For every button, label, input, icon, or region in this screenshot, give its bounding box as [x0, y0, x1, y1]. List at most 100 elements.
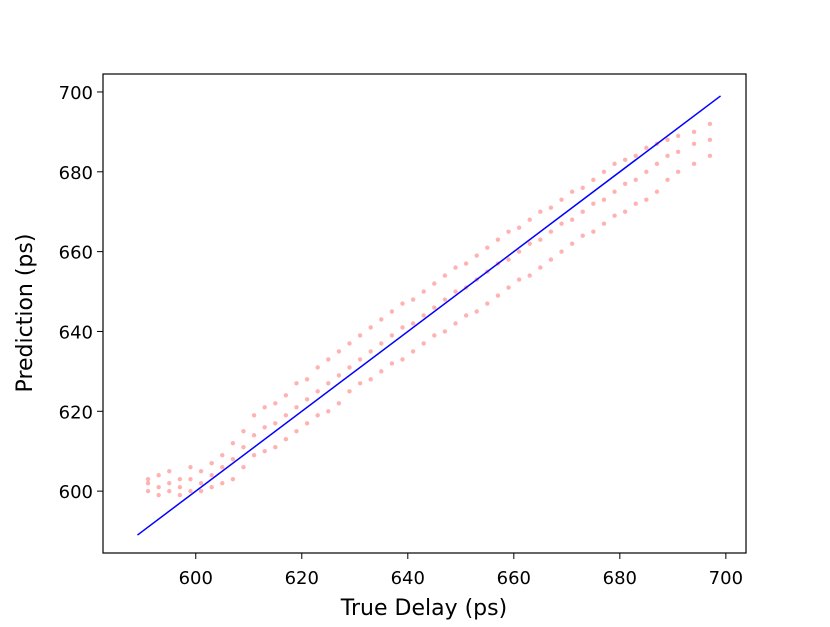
- point: [368, 325, 373, 330]
- point: [400, 325, 405, 330]
- point: [612, 161, 617, 167]
- point: [432, 305, 437, 310]
- point: [315, 365, 320, 370]
- point: [516, 277, 522, 282]
- point: [209, 460, 214, 466]
- point: [612, 213, 617, 218]
- point: [453, 289, 458, 294]
- point: [538, 265, 543, 270]
- point: [665, 137, 670, 143]
- y-tick-label: 680: [59, 163, 93, 184]
- x-tick-label: 660: [497, 568, 531, 589]
- point: [220, 453, 225, 458]
- point: [167, 488, 172, 494]
- point: [379, 369, 384, 374]
- point: [569, 217, 575, 222]
- point: [156, 484, 161, 490]
- point: [336, 349, 342, 354]
- point: [665, 153, 670, 159]
- point: [241, 429, 246, 434]
- point: [516, 249, 522, 254]
- point: [633, 153, 638, 159]
- point: [262, 405, 267, 410]
- point: [601, 221, 607, 226]
- point: [262, 425, 267, 430]
- point: [654, 189, 660, 194]
- point: [516, 225, 522, 230]
- point: [220, 480, 225, 486]
- y-tick-label: 660: [59, 243, 93, 264]
- point: [156, 472, 161, 478]
- point: [177, 484, 183, 490]
- point: [389, 333, 395, 338]
- point: [167, 480, 172, 486]
- point: [527, 273, 532, 278]
- point: [188, 476, 193, 482]
- point: [453, 321, 458, 326]
- point: [463, 261, 469, 266]
- point: [251, 453, 257, 458]
- point: [601, 169, 607, 174]
- point: [188, 488, 193, 494]
- y-axis-label: Prediction (ps): [13, 234, 38, 393]
- point: [654, 161, 660, 167]
- point: [273, 401, 278, 406]
- point: [177, 492, 183, 498]
- point: [304, 397, 310, 402]
- x-tick-label: 600: [179, 568, 213, 589]
- point: [548, 229, 554, 234]
- point: [421, 289, 426, 294]
- point: [188, 464, 193, 470]
- y-tick-label: 600: [59, 482, 93, 503]
- point: [347, 365, 352, 370]
- point: [559, 197, 564, 202]
- point: [326, 381, 331, 386]
- point: [707, 121, 713, 127]
- point: [368, 377, 373, 382]
- point: [506, 229, 511, 234]
- point: [198, 480, 204, 486]
- point: [304, 421, 310, 426]
- point: [389, 361, 395, 366]
- point: [432, 281, 437, 286]
- point: [326, 357, 331, 362]
- point: [506, 257, 511, 262]
- point: [675, 133, 681, 139]
- point: [591, 201, 596, 206]
- point: [707, 153, 713, 159]
- point: [474, 309, 479, 314]
- x-tick-label: 620: [285, 568, 319, 589]
- point: [622, 157, 628, 163]
- point: [495, 293, 501, 298]
- point: [315, 389, 320, 394]
- point: [421, 313, 426, 318]
- y-tick-label: 700: [59, 83, 93, 104]
- point: [506, 285, 511, 290]
- point: [273, 445, 278, 450]
- point: [230, 456, 236, 462]
- point: [379, 317, 384, 322]
- point: [294, 381, 299, 386]
- point: [347, 341, 352, 346]
- point: [442, 273, 448, 278]
- x-tick-label: 640: [391, 568, 425, 589]
- y-tick-label: 620: [59, 402, 93, 423]
- point: [336, 401, 342, 406]
- point: [485, 245, 490, 250]
- point: [283, 437, 289, 442]
- point: [432, 333, 437, 338]
- point: [569, 189, 575, 194]
- plot-frame: [102, 73, 747, 554]
- point: [538, 209, 543, 214]
- x-tick-label: 700: [709, 568, 743, 589]
- point: [665, 177, 670, 182]
- point: [591, 177, 596, 182]
- point: [379, 341, 384, 346]
- point: [622, 209, 628, 214]
- point: [622, 181, 628, 186]
- point: [294, 429, 299, 434]
- point: [485, 301, 490, 306]
- point: [612, 189, 617, 194]
- point: [453, 265, 458, 270]
